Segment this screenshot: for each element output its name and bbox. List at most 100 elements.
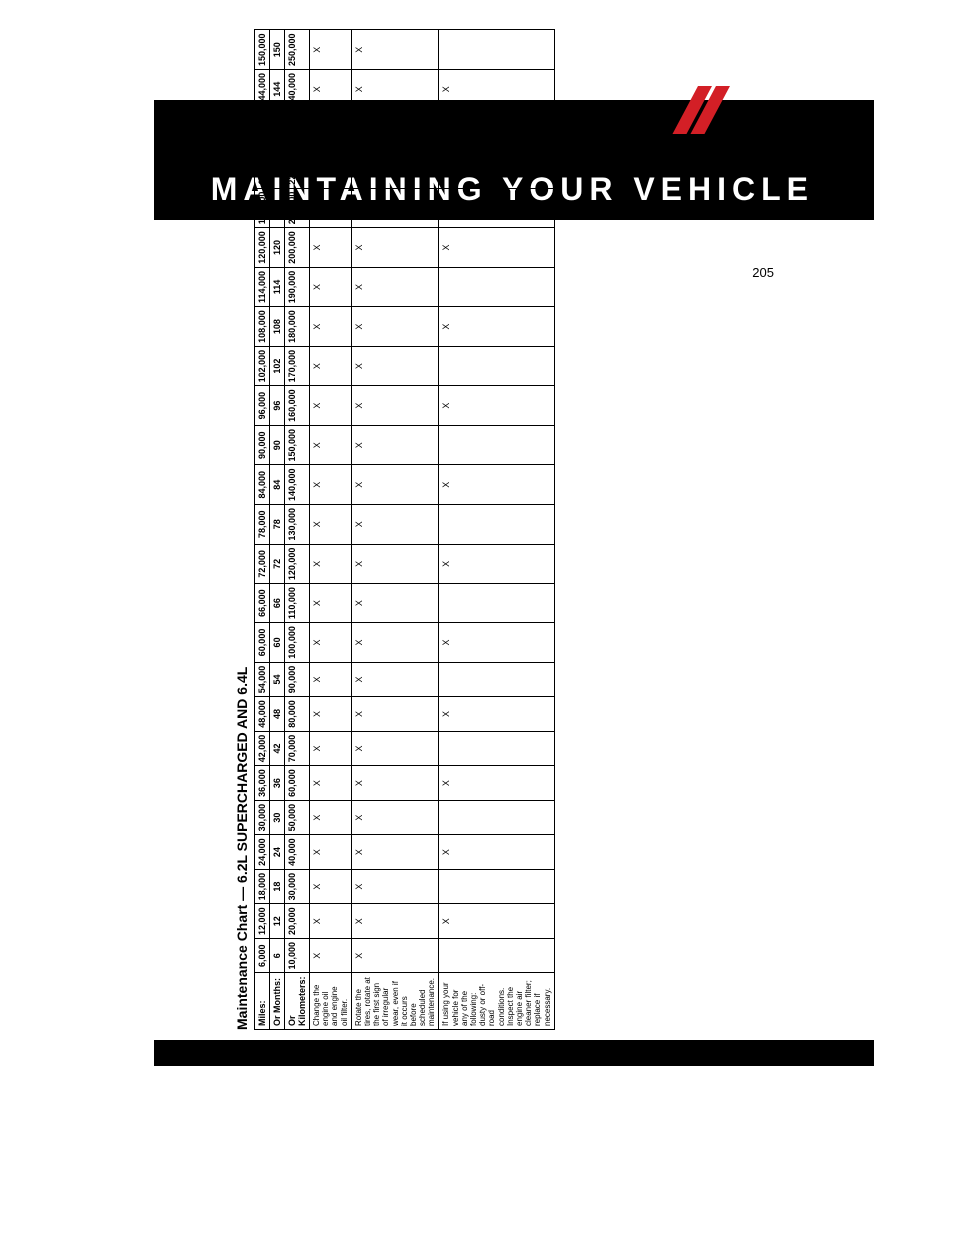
task-mark: X — [351, 307, 439, 347]
task-mark: X — [310, 228, 352, 268]
task-mark: X — [351, 228, 439, 268]
task-mark: X — [351, 731, 439, 766]
task-mark: X — [439, 544, 554, 584]
task-mark: X — [351, 800, 439, 835]
task-mark: X — [351, 904, 439, 939]
task-mark: X — [310, 731, 352, 766]
interval-value: 240,000 — [285, 70, 310, 110]
interval-value: 144 — [270, 70, 285, 110]
task-mark: X — [310, 938, 352, 973]
interval-value: 130,000 — [285, 505, 310, 545]
task-mark — [439, 800, 554, 835]
table-row: Or Months:612182430364248546066727884909… — [270, 30, 285, 1030]
interval-value: 42 — [270, 731, 285, 766]
task-mark: X — [439, 697, 554, 732]
interval-value: 30 — [270, 800, 285, 835]
maintenance-chart-wrapper: Maintenance Chart — 6.2L SUPERCHARGED AN… — [234, 250, 555, 1030]
interval-value: 180,000 — [285, 307, 310, 347]
interval-value: 132,000 — [255, 149, 270, 189]
chart-title: Maintenance Chart — 6.2L SUPERCHARGED AN… — [234, 250, 250, 1030]
interval-value: 48 — [270, 697, 285, 732]
interval-value: 20,000 — [285, 904, 310, 939]
task-mark: X — [310, 267, 352, 307]
interval-value: 102 — [270, 346, 285, 386]
task-mark: X — [310, 623, 352, 663]
table-row: Miles:6,00012,00018,00024,00030,00036,00… — [255, 30, 270, 1030]
interval-value: 70,000 — [285, 731, 310, 766]
table-row: Change the engine oil and engine oil fil… — [310, 30, 352, 1030]
task-mark: X — [351, 869, 439, 904]
task-description: If using your vehicle for any of the fol… — [439, 973, 554, 1030]
interval-value: 40,000 — [285, 835, 310, 870]
task-mark: X — [351, 425, 439, 465]
interval-value: 10,000 — [285, 938, 310, 973]
interval-value: 54 — [270, 662, 285, 697]
interval-value: 138,000 — [255, 109, 270, 149]
task-mark: X — [310, 904, 352, 939]
task-mark: X — [351, 30, 439, 70]
interval-value: 66,000 — [255, 584, 270, 623]
task-mark: X — [439, 766, 554, 801]
task-mark — [439, 505, 554, 545]
task-mark: X — [310, 188, 352, 228]
task-mark: X — [351, 766, 439, 801]
row-label: Or Kilometers: — [285, 973, 310, 1030]
interval-value: 24 — [270, 835, 285, 870]
interval-value: 78 — [270, 505, 285, 545]
task-mark: X — [439, 228, 554, 268]
interval-value: 160,000 — [285, 386, 310, 426]
interval-value: 84,000 — [255, 465, 270, 505]
task-mark: X — [439, 386, 554, 426]
interval-value: 48,000 — [255, 697, 270, 732]
footer-band — [154, 1040, 874, 1066]
interval-value: 108 — [270, 307, 285, 347]
interval-value: 190,000 — [285, 267, 310, 307]
task-mark — [439, 425, 554, 465]
task-mark: X — [310, 425, 352, 465]
interval-value: 18 — [270, 869, 285, 904]
interval-value: 140,000 — [285, 465, 310, 505]
interval-value: 250,000 — [285, 30, 310, 70]
task-mark — [439, 938, 554, 973]
task-mark: X — [351, 544, 439, 584]
task-mark: X — [351, 70, 439, 110]
interval-value: 126 — [270, 188, 285, 228]
task-mark: X — [310, 584, 352, 623]
task-mark: X — [310, 697, 352, 732]
task-mark: X — [351, 465, 439, 505]
task-mark: X — [351, 109, 439, 149]
interval-value: 6,000 — [255, 938, 270, 973]
task-mark — [439, 109, 554, 149]
task-mark: X — [351, 835, 439, 870]
interval-value: 42,000 — [255, 731, 270, 766]
interval-value: 30,000 — [285, 869, 310, 904]
task-mark: X — [351, 505, 439, 545]
page: MAINTAINING YOUR VEHICLE Maintenance Cha… — [0, 100, 954, 1106]
interval-value: 220,000 — [285, 149, 310, 189]
task-mark: X — [310, 30, 352, 70]
interval-value: 138 — [270, 109, 285, 149]
task-mark: X — [439, 149, 554, 189]
row-label: Or Months: — [270, 973, 285, 1030]
interval-value: 96 — [270, 386, 285, 426]
interval-value: 36,000 — [255, 766, 270, 801]
interval-value: 72 — [270, 544, 285, 584]
task-mark: X — [439, 465, 554, 505]
interval-value: 36 — [270, 766, 285, 801]
task-mark: X — [351, 149, 439, 189]
task-mark — [439, 731, 554, 766]
task-mark: X — [310, 149, 352, 189]
interval-value: 72,000 — [255, 544, 270, 584]
table-row: Rotate the tires, rotate at the first si… — [351, 30, 439, 1030]
interval-value: 120,000 — [255, 228, 270, 268]
task-mark — [439, 869, 554, 904]
task-mark: X — [439, 904, 554, 939]
interval-value: 120 — [270, 228, 285, 268]
task-mark — [439, 584, 554, 623]
task-mark — [439, 346, 554, 386]
interval-value: 60 — [270, 623, 285, 663]
interval-value: 24,000 — [255, 835, 270, 870]
interval-value: 120,000 — [285, 544, 310, 584]
logo-stripes-icon — [654, 86, 754, 139]
task-mark — [439, 30, 554, 70]
